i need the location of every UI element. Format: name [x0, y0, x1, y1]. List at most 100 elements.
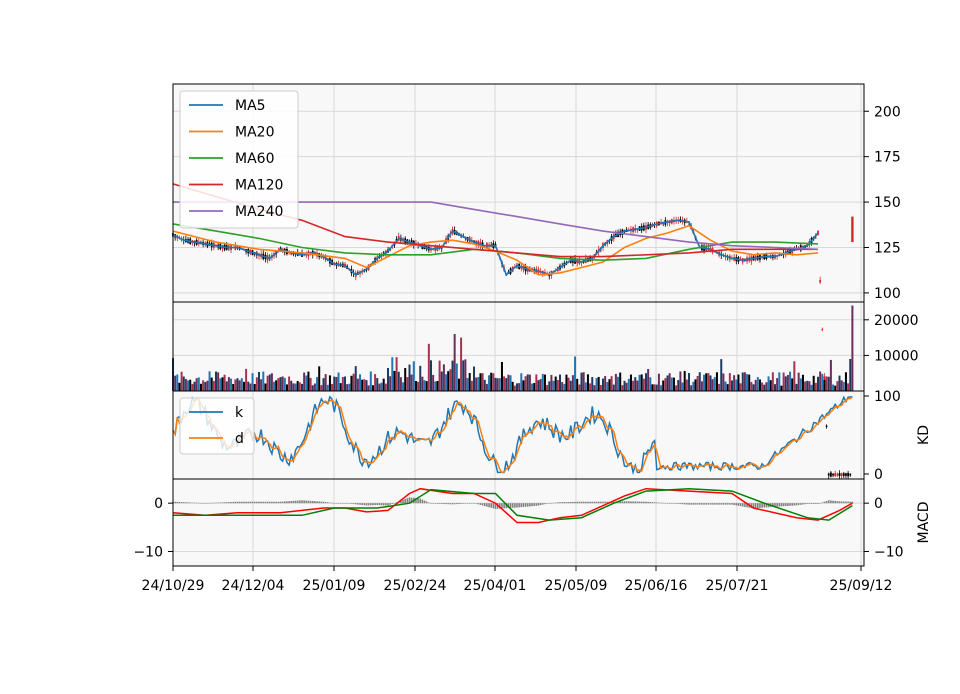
macd-hist-bar	[225, 502, 228, 504]
volume-bar	[728, 373, 731, 391]
macd-hist-bar	[664, 503, 667, 504]
macd-hist-bar	[251, 501, 254, 504]
macd-hist-bar	[193, 502, 196, 504]
legend-label: MA60	[235, 151, 274, 167]
volume-bar	[406, 377, 409, 391]
macd-hist-bar	[722, 503, 725, 505]
volume-bar	[242, 381, 245, 391]
volume-bar	[206, 380, 209, 391]
volume-bar	[328, 375, 331, 391]
volume-bar	[797, 372, 800, 391]
macd-hist-bar	[572, 501, 574, 504]
volume-bar	[277, 378, 280, 391]
volume-bar	[238, 380, 241, 391]
macd-hist-bar	[359, 503, 361, 505]
macd-hist-bar	[795, 503, 798, 506]
macd-hist-bar	[449, 503, 452, 505]
macd-hist-bar	[352, 503, 355, 505]
macd-hist-bar	[587, 501, 589, 504]
macd-hist-bar	[714, 503, 716, 505]
volume-bar	[657, 373, 660, 391]
macd-hist-bar	[645, 501, 647, 504]
macd-hist-bar	[707, 503, 710, 505]
volume-bar	[563, 383, 566, 391]
volume-bar	[395, 357, 398, 391]
volume-bar	[565, 374, 568, 391]
macd-hist-bar	[305, 500, 308, 504]
macd-hist-bar	[789, 503, 791, 506]
series-line-d	[172, 396, 853, 474]
macd-hist-bar	[322, 501, 325, 504]
volume-bar	[765, 382, 768, 391]
volume-bar	[784, 376, 787, 391]
macd-hist-bar	[187, 502, 189, 504]
candle-body	[817, 230, 819, 236]
macd-hist-bar	[174, 501, 176, 504]
volume-bar	[552, 380, 555, 391]
volume-bar	[481, 373, 484, 391]
volume-bar	[245, 368, 248, 391]
volume-bar	[210, 377, 213, 391]
volume-bar	[204, 382, 207, 391]
volume-bar	[821, 373, 824, 391]
macd-hist-bar	[503, 503, 505, 509]
macd-hist-bar	[404, 499, 406, 504]
volume-bar	[582, 372, 585, 391]
volume-bar	[584, 382, 587, 391]
macd-hist-bar	[333, 503, 336, 504]
volume-bar	[485, 383, 488, 391]
macd-hist-bar	[294, 500, 297, 504]
volume-bar	[509, 375, 512, 391]
volume-bar	[625, 382, 628, 391]
volume-bar	[789, 371, 792, 391]
volume-bar	[350, 375, 353, 391]
macd-hist-bar	[200, 502, 202, 504]
volume-bar	[215, 371, 217, 391]
macd-hist-bar	[690, 503, 692, 505]
legend-box	[179, 90, 299, 229]
volume-bar	[419, 365, 422, 391]
macd-hist-bar	[733, 503, 735, 506]
price-legend: MA5 MA20 MA60 MA120 MA240	[179, 90, 299, 229]
volume-bars	[172, 305, 854, 391]
macd-hist-bar	[221, 502, 224, 504]
macd-hist-bar	[692, 503, 695, 505]
volume-bar	[460, 337, 463, 391]
volume-bar	[249, 383, 252, 391]
macd-hist-bar	[453, 503, 456, 505]
volume-bar	[492, 373, 495, 391]
volume-bar	[356, 378, 359, 391]
macd-hist-bar	[296, 500, 299, 504]
volume-bar	[189, 379, 192, 391]
volume-bar	[270, 373, 273, 391]
volume-bar	[346, 384, 349, 391]
volume-bar	[217, 372, 220, 391]
macd-ytick-label-right: −10	[874, 545, 904, 561]
volume-bar	[546, 385, 549, 391]
candle-body	[834, 472, 837, 477]
candle-body	[838, 473, 841, 476]
volume-bar	[290, 380, 293, 391]
volume-bar	[771, 372, 774, 391]
volume-bar	[647, 369, 650, 391]
macd-hist-bar	[804, 503, 806, 505]
macd-hist-bar	[423, 500, 426, 504]
volume-bar	[251, 373, 254, 391]
macd-hist-bar	[516, 503, 518, 508]
volume-bar	[589, 383, 592, 391]
macd-hist-bar	[180, 502, 183, 504]
volume-bar	[539, 379, 542, 391]
volume-bar	[279, 377, 282, 391]
volume-bar	[844, 372, 847, 391]
volume-bar	[382, 378, 385, 391]
macd-hist-bar	[215, 502, 217, 504]
macd-hist-bar	[316, 501, 318, 504]
legend-label: MA240	[235, 204, 283, 220]
macd-hist-bar	[593, 501, 596, 504]
macd-hist-bar	[838, 501, 841, 504]
volume-bar	[468, 373, 471, 391]
macd-hist-bar	[350, 503, 353, 504]
volume-bar	[477, 377, 480, 391]
volume-bar	[842, 381, 845, 391]
macd-hist-bar	[492, 503, 495, 509]
